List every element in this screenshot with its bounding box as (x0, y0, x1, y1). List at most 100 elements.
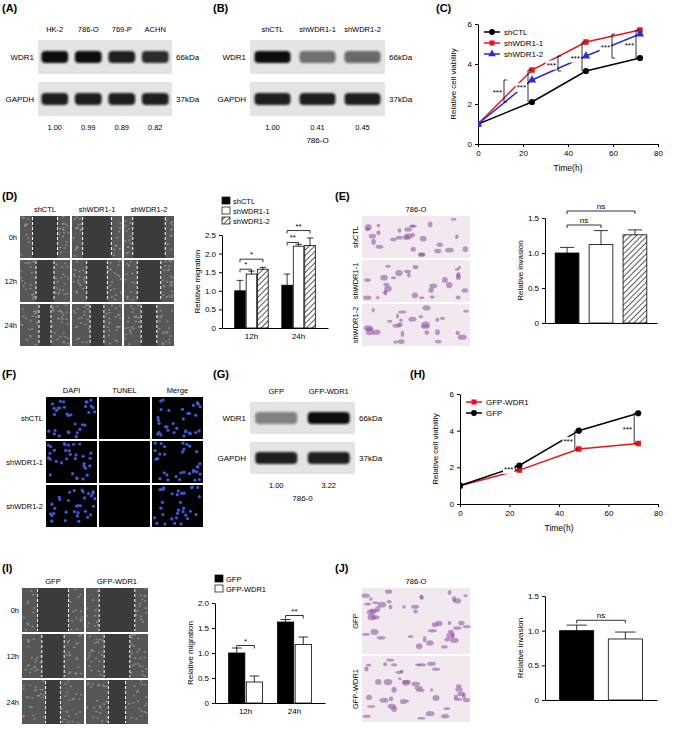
cell (408, 317, 416, 322)
quant-label: 0.82 (148, 123, 163, 132)
cell-texture (30, 590, 32, 592)
tick-label: 1.5 (528, 592, 540, 601)
image-background (99, 397, 150, 439)
bracket (287, 242, 298, 245)
nucleus (191, 485, 194, 488)
cell-texture (28, 697, 30, 699)
nucleus (67, 430, 70, 433)
nucleus (171, 492, 174, 495)
lane-label: 769-P (112, 25, 132, 34)
cell-texture (115, 294, 117, 296)
lane-label: GFP-WDR1 (309, 387, 349, 396)
label-patch (503, 465, 514, 474)
cell-texture (26, 623, 28, 625)
cell (401, 331, 404, 337)
image-background (20, 260, 70, 302)
cell-texture (128, 265, 130, 267)
membrane (250, 442, 355, 474)
cell-texture (119, 248, 121, 250)
cell-texture (137, 700, 139, 702)
hatch (258, 269, 269, 328)
row-label: WDR1 (222, 53, 246, 62)
nucleus (159, 408, 162, 411)
cell (384, 286, 391, 292)
quant-label: 3.22 (321, 481, 336, 490)
cell-texture (136, 651, 138, 653)
cell-texture (30, 320, 32, 322)
cell-texture (133, 316, 135, 318)
bar (246, 682, 262, 703)
row-label: WDR1 (10, 53, 34, 62)
cell-texture (109, 312, 111, 314)
tick-mark (457, 467, 460, 468)
cell (458, 621, 465, 626)
nucleus (161, 501, 164, 504)
cell-texture (59, 336, 61, 338)
nucleus (50, 520, 53, 523)
band (108, 51, 135, 63)
cell-texture (60, 310, 62, 312)
cell-texture (88, 665, 90, 667)
tick-mark (523, 144, 524, 147)
annotation: *** (503, 465, 518, 474)
cell-texture (103, 703, 105, 705)
bar (258, 269, 269, 328)
cell-texture (132, 702, 134, 704)
nucleus (75, 476, 78, 479)
cell-texture (73, 310, 75, 312)
image-background (20, 216, 70, 258)
cell-texture (168, 266, 170, 268)
axis-title: Relative migration (186, 621, 195, 685)
error-bar (307, 238, 313, 245)
bar-chart: 12h24h00.51.01.52.02.5Relative migration… (193, 197, 329, 341)
cell-texture (142, 621, 144, 623)
cell-texture (127, 321, 129, 323)
cell-texture (125, 334, 127, 336)
cell-texture (163, 270, 165, 272)
cell-texture (162, 280, 164, 282)
scratch-edge (160, 261, 161, 301)
legend-marker (489, 40, 494, 45)
nucleus (163, 471, 166, 474)
cell-texture (145, 607, 147, 609)
cell (370, 629, 378, 635)
cell-texture (34, 666, 36, 668)
nucleus (87, 492, 90, 495)
cell-texture (107, 326, 109, 328)
nucleus (84, 510, 87, 513)
band (308, 412, 350, 424)
cell-texture (80, 610, 82, 612)
nucleus (188, 431, 191, 434)
micrograph (86, 588, 148, 632)
axis-line (222, 236, 223, 329)
axis-line (223, 328, 329, 329)
nucleus (182, 448, 185, 451)
cell-texture (172, 281, 174, 283)
cell-texture (39, 689, 41, 691)
nucleus (195, 450, 198, 453)
tick-label: 0 (212, 324, 217, 333)
cell-texture (65, 224, 67, 226)
cell-texture (144, 705, 146, 707)
cell-texture (82, 341, 84, 343)
cell-texture (140, 595, 142, 597)
cell (382, 291, 386, 294)
cell (385, 590, 392, 594)
tick-mark (542, 700, 545, 701)
tick-label: 1.0 (528, 627, 540, 636)
tick-label: 2 (468, 100, 473, 109)
cell-texture (63, 223, 65, 225)
cell (364, 278, 371, 282)
cell-texture (21, 280, 23, 282)
cell-texture (168, 327, 170, 329)
bracket (287, 231, 310, 234)
cell-texture (130, 305, 132, 307)
nucleus (86, 474, 89, 477)
cell (413, 265, 419, 269)
cell-texture (67, 721, 69, 723)
bracket (567, 225, 601, 228)
cell (367, 705, 375, 708)
cell (421, 324, 430, 328)
cell-texture (32, 612, 34, 614)
cell-texture (76, 292, 78, 294)
